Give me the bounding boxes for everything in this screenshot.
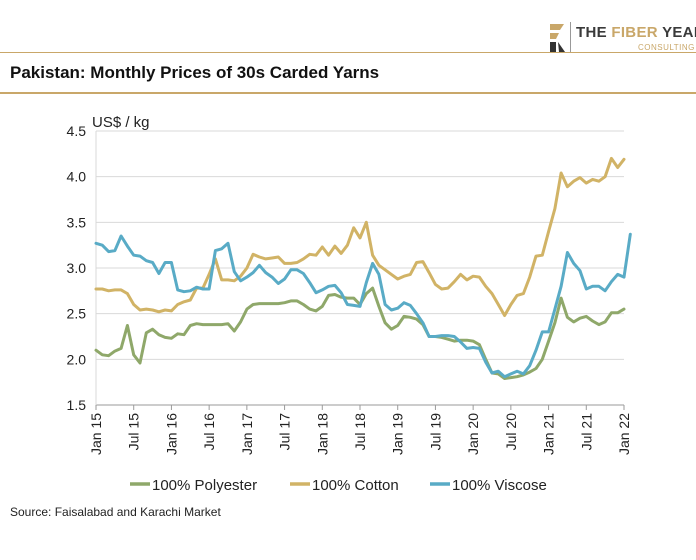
- x-tick-label: Jul 15: [126, 413, 142, 451]
- y-tick-label: 3.5: [67, 214, 87, 230]
- series-line-viscose: [94, 232, 632, 379]
- logo-mark-icon: [550, 24, 565, 52]
- x-tick-label: Jul 21: [578, 413, 594, 451]
- x-tick-label: Jul 20: [503, 413, 519, 451]
- x-tick-label: Jan 22: [616, 413, 632, 455]
- legend-label-cotton: 100% Cotton: [312, 477, 399, 494]
- x-tick-label: Jul 19: [427, 413, 443, 451]
- x-tick-label: Jan 16: [163, 413, 179, 455]
- y-tick-label: 3.0: [67, 260, 87, 276]
- x-tick-label: Jan 21: [541, 413, 557, 455]
- series-line-cotton: [94, 156, 626, 317]
- y-tick-label: 4.0: [67, 169, 87, 185]
- title-divider-bottom: [0, 92, 696, 94]
- x-tick-label: Jul 17: [277, 413, 293, 451]
- brand-subtitle: CONSULTING: [638, 43, 695, 52]
- y-tick-label: 1.5: [67, 397, 87, 413]
- brand-name: THE FIBER YEAR: [576, 24, 696, 41]
- legend-label-polyester: 100% Polyester: [152, 477, 257, 494]
- x-tick-label: Jan 20: [465, 413, 481, 455]
- y-axis-label: US$ / kg: [92, 114, 150, 131]
- y-tick-label: 4.5: [67, 123, 87, 139]
- title-divider-top: [0, 52, 696, 53]
- x-tick-label: Jul 16: [201, 413, 217, 451]
- logo-separator: [570, 22, 571, 52]
- x-tick-label: Jul 18: [352, 413, 368, 451]
- y-tick-label: 2.0: [67, 351, 87, 367]
- chart-title: Pakistan: Monthly Prices of 30s Carded Y…: [10, 63, 380, 82]
- brand-logo: THE FIBER YEAR CONSULTING: [548, 20, 696, 56]
- y-tick-label: 2.5: [67, 306, 87, 322]
- x-tick-label: Jan 18: [314, 413, 330, 455]
- x-tick-label: Jan 15: [88, 413, 104, 455]
- legend-label-viscose: 100% Viscose: [452, 477, 547, 494]
- source-note: Source: Faisalabad and Karachi Market: [10, 505, 221, 519]
- x-tick-label: Jan 17: [239, 413, 255, 455]
- x-tick-label: Jan 19: [390, 413, 406, 455]
